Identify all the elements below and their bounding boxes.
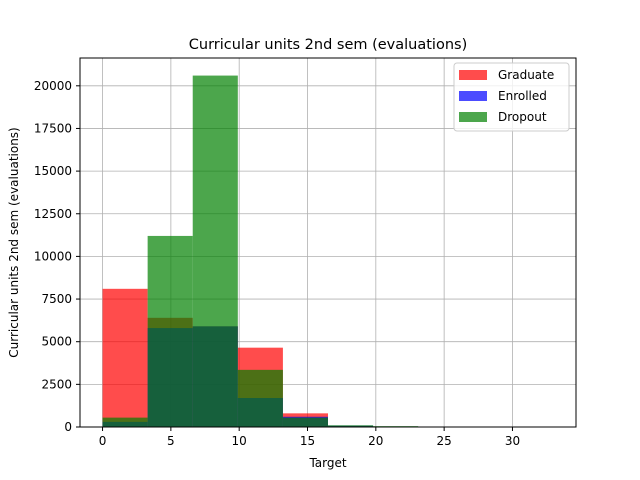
y-tick-label: 5000 [41,335,72,349]
bar-dropout [328,425,374,427]
bar-graduate [102,288,148,427]
x-axis-label: Target [308,456,346,470]
x-tick-label: 15 [300,434,315,448]
y-tick-label: 10000 [34,249,72,263]
x-tick-label: 20 [368,434,383,448]
legend: Graduate Enrolled Dropout [453,62,570,132]
y-tick-label: 2500 [41,377,72,391]
legend-label-dropout: Dropout [498,110,547,124]
bar-dropout [102,417,148,427]
bar-dropout [147,235,193,427]
y-axis-label: Curricular units 2nd sem (evaluations) [7,127,21,357]
bar-dropout [282,417,328,427]
y-tick-label: 7500 [41,292,72,306]
x-tick-label: 0 [99,434,107,448]
bar-dropout [192,75,238,428]
legend-label-graduate: Graduate [498,68,554,82]
plot-frame [79,57,577,428]
histogram-bars [102,75,419,428]
legend-swatch-dropout [459,112,487,122]
x-tick-label: 25 [437,434,452,448]
chart-title: Curricular units 2nd sem (evaluations) [189,37,468,53]
x-tick-label: 5 [167,434,175,448]
y-tick-label: 12500 [34,207,72,221]
x-tick-label: 30 [505,434,520,448]
y-tick-label: 0 [64,420,72,434]
series-dropout [102,75,419,428]
x-tick-label: 10 [232,434,247,448]
y-tick-label: 20000 [34,79,72,93]
legend-swatch-graduate [459,70,487,80]
legend-label-enrolled: Enrolled [498,89,547,103]
y-tick-label: 17500 [34,121,72,135]
y-tick-label: 15000 [34,164,72,178]
bar-dropout [237,369,283,427]
legend-swatch-enrolled [459,91,487,101]
axis-ticks: 0 5 10 15 20 25 30 0 2500 5000 7500 10000 12500 15000… [34,79,520,448]
